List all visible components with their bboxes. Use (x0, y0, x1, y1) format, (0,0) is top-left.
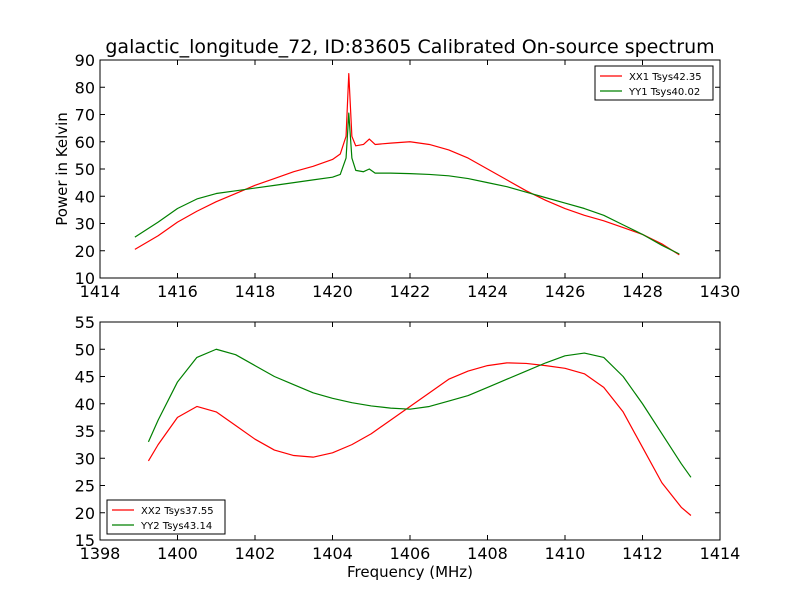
x-tick-label: 1414 (700, 544, 741, 563)
x-tick-label: 1420 (312, 282, 353, 301)
y-tick-label: 60 (75, 133, 95, 152)
series-line-yy2 (147, 348, 692, 478)
y-tick-label: 20 (75, 504, 95, 523)
x-tick-label: 1408 (467, 544, 508, 563)
x-tick-label: 1416 (157, 282, 198, 301)
legend-box (106, 499, 226, 535)
legend-entry: XX2 Tsys37.55 (141, 506, 214, 517)
y-tick-label: 30 (75, 449, 95, 468)
legend: XX1 Tsys42.35 YY1 Tsys40.02 (594, 65, 714, 101)
chart-title: galactic_longitude_72, ID:83605 Calibrat… (105, 36, 714, 58)
y-tick-label: 35 (75, 422, 95, 441)
x-tick-label: 1404 (312, 544, 353, 563)
series-line-xx2 (147, 362, 692, 516)
y-tick-label: 20 (75, 242, 95, 261)
legend-entry: YY1 Tsys40.02 (628, 87, 700, 98)
y-tick-label: 30 (75, 215, 95, 234)
y-tick-label: 80 (75, 78, 95, 97)
x-tick-label: 1422 (390, 282, 431, 301)
x-tick-label: 1402 (235, 544, 276, 563)
legend-entry: YY2 Tsys43.14 (140, 521, 212, 532)
x-tick-label: 1426 (545, 282, 586, 301)
y-tick-label: 50 (75, 340, 95, 359)
x-tick-label: 1428 (622, 282, 663, 301)
y-tick-label: 45 (75, 368, 95, 387)
x-tick-label: 1430 (700, 282, 741, 301)
x-tick-label: 1410 (545, 544, 586, 563)
y-tick-label: 50 (75, 160, 95, 179)
x-tick-label: 1412 (622, 544, 663, 563)
y-tick-label: 10 (75, 269, 95, 288)
y-tick-label: 70 (75, 106, 95, 125)
top-panel: 1414 1416 1418 1420 1422 1424 1426 1428 1430 10 20… (75, 51, 741, 301)
y-tick-label: 40 (75, 187, 95, 206)
x-tick-label: 1424 (467, 282, 508, 301)
y-axis-label: Power in Kelvin (53, 112, 71, 226)
series-line-xx1 (134, 73, 680, 256)
bottom-panel: 1398 1400 1402 1404 1406 1408 1410 1412 1414 15 20… (75, 313, 741, 563)
x-tick-label: 1400 (157, 544, 198, 563)
y-tick-label: 15 (75, 531, 95, 550)
x-tick-label: 1406 (390, 544, 431, 563)
y-tick-label: 55 (75, 313, 95, 332)
legend: XX2 Tsys37.55 YY2 Tsys43.14 (106, 499, 226, 535)
legend-box (594, 65, 714, 101)
x-tick-label: 1398 (80, 544, 121, 563)
y-tick-label: 90 (75, 51, 95, 70)
x-axis-label: Frequency (MHz) (347, 563, 473, 581)
series-line-yy1 (134, 112, 680, 255)
y-tick-label: 25 (75, 477, 95, 496)
x-tick-label: 1414 (80, 282, 121, 301)
legend-entry: XX1 Tsys42.35 (629, 72, 702, 83)
x-tick-label: 1418 (235, 282, 276, 301)
y-tick-label: 40 (75, 395, 95, 414)
